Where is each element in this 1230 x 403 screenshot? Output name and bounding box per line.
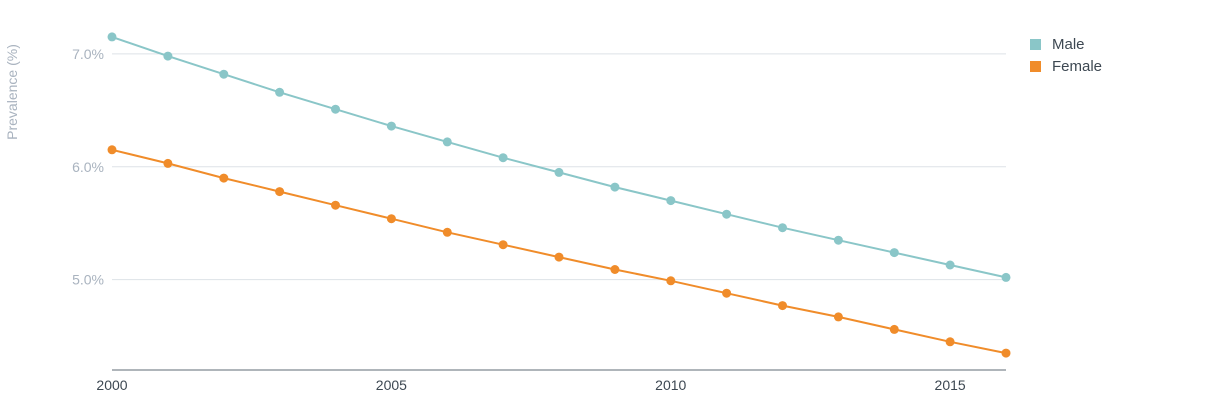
data-point-male[interactable] — [275, 87, 285, 97]
legend-item-female[interactable]: Female — [1030, 55, 1102, 77]
y-tick-label: 6.0% — [72, 159, 104, 175]
data-point-female[interactable] — [163, 158, 173, 168]
series-line-male — [111, 35, 1007, 279]
data-point-male[interactable] — [163, 51, 173, 61]
data-point-male[interactable] — [107, 32, 117, 42]
data-point-male[interactable] — [778, 223, 787, 233]
data-point-female[interactable] — [945, 337, 955, 347]
data-point-female[interactable] — [778, 301, 787, 311]
series-points — [107, 32, 1011, 358]
y-tick-label: 7.0% — [72, 46, 104, 62]
data-point-male[interactable] — [442, 137, 452, 147]
data-point-male[interactable] — [610, 182, 620, 192]
gridlines — [112, 53, 1006, 281]
data-point-female[interactable] — [722, 288, 732, 298]
data-point-female[interactable] — [386, 214, 396, 224]
data-point-male[interactable] — [666, 196, 676, 206]
legend-swatch-male — [1030, 38, 1041, 50]
data-point-female[interactable] — [442, 227, 452, 237]
legend: Male Female — [1030, 33, 1102, 77]
legend-label-male: Male — [1052, 35, 1085, 53]
y-tick-label: 5.0% — [72, 272, 104, 288]
data-point-male[interactable] — [219, 69, 229, 79]
y-axis-label: Prevalence (%) — [4, 44, 20, 140]
data-point-female[interactable] — [107, 145, 117, 155]
legend-swatch-female — [1030, 60, 1041, 72]
legend-label-female: Female — [1052, 57, 1103, 75]
data-point-male[interactable] — [554, 167, 564, 177]
x-tick-label: 2015 — [935, 377, 966, 393]
data-point-male[interactable] — [331, 104, 340, 114]
data-point-female[interactable] — [666, 276, 676, 286]
data-point-male[interactable] — [722, 209, 732, 219]
data-point-male[interactable] — [889, 248, 899, 258]
y-axis-label-wrap: Prevalence (%) — [2, 34, 22, 150]
x-tick-labels: 2000 2005 2010 2015 — [96, 377, 965, 393]
data-point-male[interactable] — [1001, 272, 1011, 282]
x-tick-label: 2000 — [96, 377, 127, 393]
legend-item-male[interactable]: Male — [1030, 33, 1102, 55]
data-point-female[interactable] — [610, 265, 620, 274]
data-point-female[interactable] — [833, 312, 843, 322]
series-lines — [111, 35, 1007, 355]
data-point-female[interactable] — [1001, 348, 1011, 358]
x-tick-label: 2005 — [376, 377, 407, 393]
y-tick-labels: 5.0% 6.0% 7.0% — [72, 46, 104, 288]
data-point-female[interactable] — [498, 240, 508, 250]
data-point-female[interactable] — [275, 187, 285, 197]
data-point-female[interactable] — [554, 252, 564, 262]
data-point-female[interactable] — [219, 173, 229, 183]
data-point-female[interactable] — [331, 200, 340, 210]
x-tick-label: 2010 — [655, 377, 686, 393]
data-point-male[interactable] — [498, 153, 508, 163]
data-point-male[interactable] — [945, 260, 955, 270]
series-line-female — [111, 148, 1007, 355]
data-point-male[interactable] — [833, 235, 843, 245]
data-point-female[interactable] — [889, 324, 899, 334]
data-point-male[interactable] — [386, 121, 396, 131]
